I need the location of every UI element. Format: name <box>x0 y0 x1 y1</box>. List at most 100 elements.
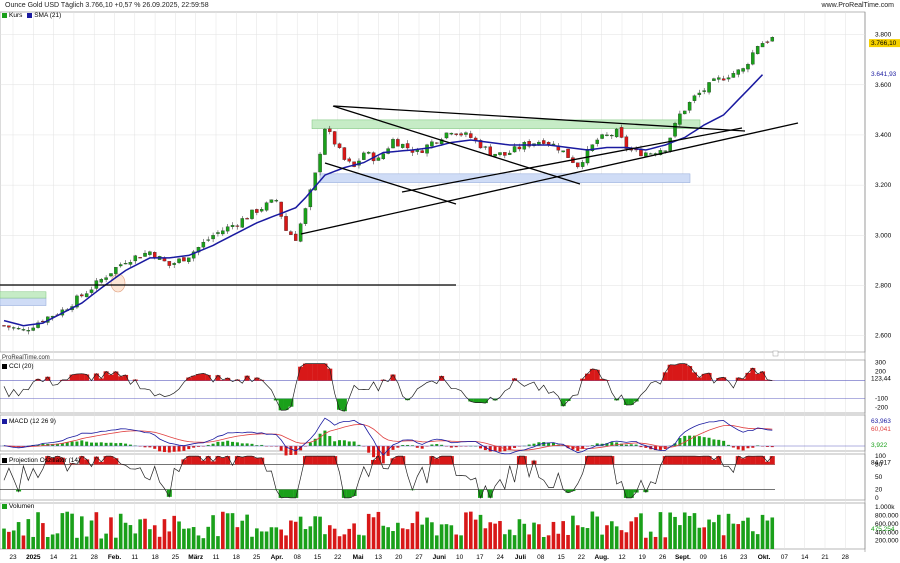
macd-hist-bar <box>21 446 25 447</box>
chart-title: Ounce Gold USD Täglich 3.766,10 +0,57 % … <box>5 2 209 9</box>
macd-hist-bar <box>94 442 98 446</box>
cci-overbought-fill <box>760 371 766 381</box>
volume-bar <box>644 537 648 549</box>
x-tick-label: 11 <box>131 554 138 561</box>
candle-body <box>430 141 434 147</box>
volume-bar <box>541 536 546 549</box>
projection-high-fill <box>220 457 226 465</box>
volume-bar <box>342 534 347 549</box>
macd-hist-bar <box>177 446 181 452</box>
projection-high-fill <box>322 456 328 465</box>
x-tick-label: 14 <box>801 554 809 561</box>
candle-body <box>255 209 259 213</box>
volume-bar <box>255 528 259 549</box>
candle-body <box>439 139 444 145</box>
candle-body <box>702 90 706 92</box>
volume-bar <box>240 520 245 549</box>
cci-overbought-fill <box>196 374 201 381</box>
macd-hist-bar <box>182 446 186 451</box>
macd-hist-bar <box>401 445 405 446</box>
volume-bar <box>75 537 79 549</box>
candle-body <box>585 148 590 164</box>
projection-high-fill <box>390 458 396 465</box>
volume-bar <box>634 517 638 549</box>
volume-bar <box>11 530 16 549</box>
volume-bar <box>716 514 721 549</box>
x-tick-label: März <box>188 554 204 561</box>
macd-hist-bar <box>114 443 118 446</box>
cci-overbought-fill <box>696 377 702 381</box>
macd-hist-bar <box>313 438 317 446</box>
candle-body <box>99 279 104 283</box>
projection-legend-label: Projection Oszillator (14) <box>9 457 81 464</box>
volume-bar <box>425 517 429 549</box>
candle-body <box>614 128 619 138</box>
macd-hist-bar <box>644 446 648 448</box>
candle-body <box>342 147 347 160</box>
cci-overbought-fill <box>589 368 595 381</box>
projection-high-fill <box>769 456 775 465</box>
x-tick-label: 28 <box>842 554 850 561</box>
cci-overbought-fill <box>677 363 683 381</box>
macd-hist-bar <box>449 446 453 448</box>
macd-hist-bar <box>440 444 444 446</box>
volume-legend: Volumen <box>2 503 34 510</box>
cci-overbought-fill <box>317 363 323 381</box>
candle-body <box>7 325 11 328</box>
projection-line <box>3 455 773 500</box>
volume-bar <box>386 527 390 549</box>
macd-hist-bar <box>211 443 215 446</box>
macd-hist-bar <box>240 443 244 446</box>
volume-bar <box>605 525 609 549</box>
volume-bar <box>770 517 775 549</box>
volume-bar <box>473 519 478 549</box>
volume-bar <box>653 536 658 549</box>
projection-high-fill <box>599 456 605 465</box>
volume-bar <box>527 534 531 549</box>
macd-hist-bar <box>70 441 74 446</box>
current-sma-label: 3.641,93 <box>871 71 897 78</box>
price-tick-label: 2.800 <box>875 283 892 290</box>
cci-overbought-fill <box>234 379 240 381</box>
candle-body <box>551 143 556 145</box>
cci-oversold-fill <box>288 398 294 407</box>
projection-high-fill <box>98 461 104 465</box>
cci-overbought-fill <box>599 378 605 381</box>
candle-body <box>84 293 89 298</box>
candle-body <box>328 128 332 132</box>
candle-body <box>512 146 517 153</box>
projection-high-fill <box>395 456 401 465</box>
candle-body <box>143 252 147 257</box>
candle-body <box>678 113 682 125</box>
macd-hist-bar <box>226 440 230 446</box>
x-tick-label: 20 <box>395 554 403 561</box>
x-tick-label: Sept. <box>675 554 691 561</box>
candle-body <box>751 52 755 65</box>
volume-bar <box>663 537 668 549</box>
cci-overbought-fill <box>215 375 221 381</box>
macd-hist-bar <box>323 430 327 446</box>
macd-hist-bar <box>629 444 633 446</box>
projection-high-fill <box>375 456 381 465</box>
projection-low-fill <box>166 489 172 497</box>
volume-bar <box>206 526 211 549</box>
macd-hist-bar <box>673 443 677 446</box>
macd-hist-bar <box>566 446 570 449</box>
x-tick-label: 27 <box>415 554 423 561</box>
cci-oversold-fill <box>468 398 474 402</box>
macd-legend-swatch <box>2 418 7 424</box>
volume-bar <box>162 519 167 549</box>
macd-hist-bar <box>352 441 356 446</box>
projection-low-fill <box>628 489 634 498</box>
candle-body <box>26 330 31 332</box>
volume-bar <box>235 527 240 549</box>
macd-hist-bar <box>197 446 200 447</box>
brand-label: ProRealTime.com <box>2 355 50 361</box>
candle-body <box>517 146 522 150</box>
projection-tick-label: 50 <box>875 474 883 481</box>
macd-hist-bar <box>128 444 132 446</box>
cci-overbought-fill <box>716 378 722 381</box>
macd-hist-bar <box>333 441 337 446</box>
candle-body <box>726 77 731 80</box>
projection-high-fill <box>186 456 192 465</box>
